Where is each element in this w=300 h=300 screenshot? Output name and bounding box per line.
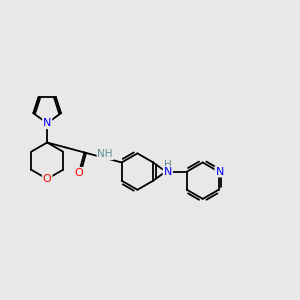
Text: O: O — [74, 168, 83, 178]
Text: N: N — [215, 167, 224, 177]
Text: H: H — [164, 160, 172, 170]
Text: N: N — [164, 167, 172, 177]
Text: N: N — [164, 166, 172, 176]
Text: N: N — [43, 118, 51, 128]
Text: NH: NH — [98, 149, 113, 159]
Text: O: O — [43, 174, 52, 184]
